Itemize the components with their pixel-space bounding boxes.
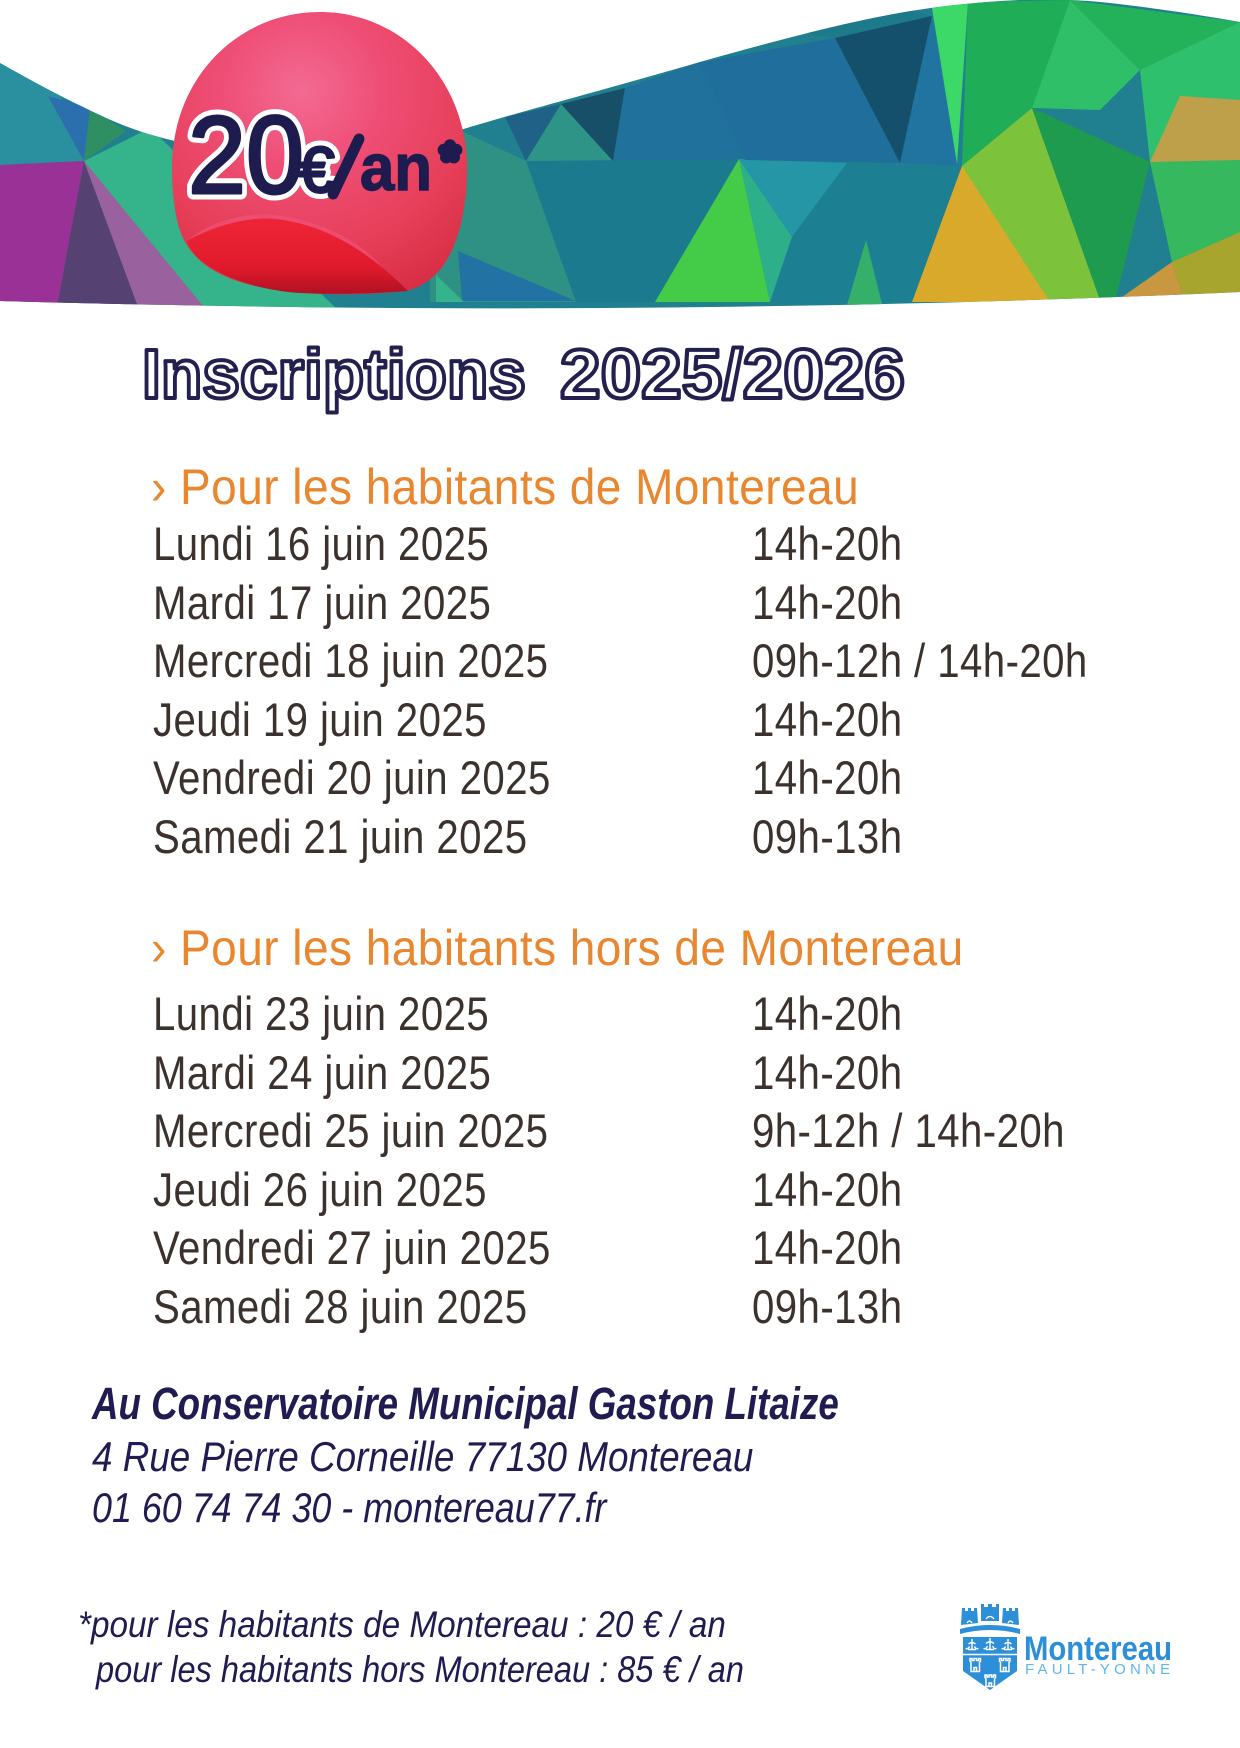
svg-text:Montereau: Montereau — [1024, 1630, 1172, 1668]
svg-text:an: an — [360, 130, 432, 204]
svg-text:FAULT-YONNE: FAULT-YONNE — [1025, 1661, 1174, 1678]
svg-text:20: 20 — [188, 94, 304, 217]
svg-text:Inscriptions: Inscriptions — [142, 335, 526, 413]
svg-text:2025/2026: 2025/2026 — [560, 335, 905, 413]
svg-text:20: 20 — [188, 94, 304, 217]
